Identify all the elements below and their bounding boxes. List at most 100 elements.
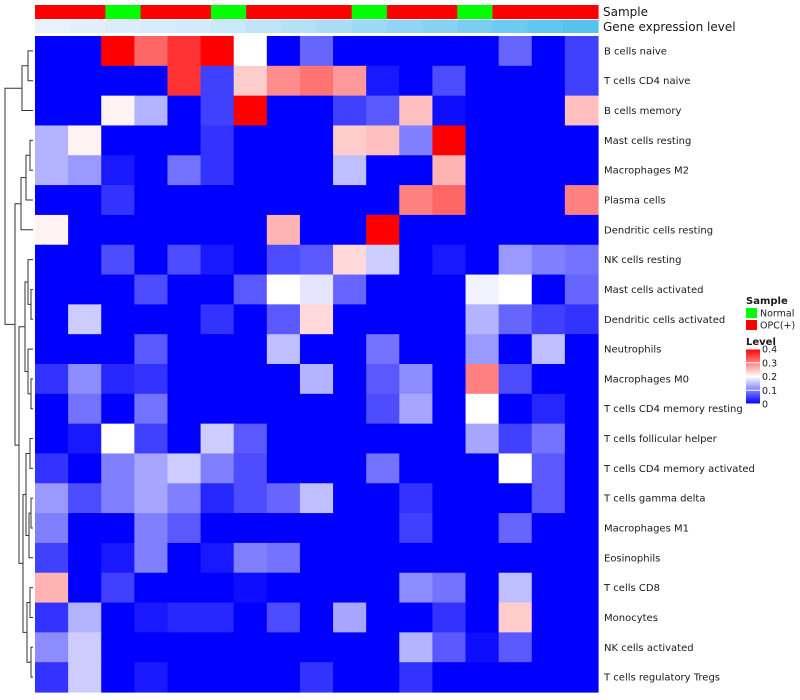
heatmap-cell (465, 65, 500, 97)
row-labels: B cells naive T cells CD4 naive B cells me… (603, 46, 755, 683)
heatmap-cell (101, 185, 135, 216)
heatmap-cell (134, 364, 169, 395)
heatmap-cell (432, 662, 467, 693)
heatmap-cell (498, 662, 533, 693)
heatmap-cell (167, 304, 202, 335)
heatmap-cell (333, 662, 367, 693)
heatmap-cell (233, 542, 268, 574)
sample-annotation-cell (70, 5, 106, 19)
heatmap-cell (299, 423, 334, 455)
dendrogram-branch (27, 50, 33, 82)
row-label: Neutrophils (604, 345, 661, 356)
heatmap-cell (465, 244, 500, 276)
heatmap-cell (465, 304, 500, 335)
row-label: Plasma cells (604, 196, 666, 207)
heatmap-cell (432, 483, 467, 514)
heatmap-cell (266, 334, 301, 365)
heatmap-cell (299, 393, 334, 425)
heatmap-cell (200, 602, 235, 633)
sample-legend-swatch (746, 308, 757, 318)
heatmap-cell (299, 453, 334, 484)
heatmap-cell (68, 393, 102, 425)
heatmap-cell (366, 95, 400, 127)
heatmap-cell (299, 95, 334, 127)
heatmap-cell (531, 632, 566, 663)
heatmap-cell (333, 453, 367, 484)
heatmap-cell (134, 244, 169, 276)
heatmap-cell (432, 274, 467, 305)
sample-annotation-cell (35, 5, 71, 19)
expression-annotation-cell (175, 20, 212, 33)
heatmap-cell (498, 483, 533, 514)
heatmap-cell (266, 542, 301, 574)
heatmap-cell (35, 304, 69, 335)
heatmap-cell (266, 453, 301, 484)
heatmap-cells (35, 36, 599, 693)
heatmap-cell (35, 662, 69, 693)
level-legend-title: Level (746, 337, 776, 348)
heatmap-cell (366, 244, 400, 276)
heatmap-cell (134, 602, 169, 633)
heatmap-cell (531, 214, 566, 246)
heatmap-cell (399, 572, 434, 604)
heatmap-cell (233, 423, 268, 455)
heatmap-cell (531, 483, 566, 514)
sample-annotation-cell (175, 5, 212, 19)
heatmap-cell (531, 513, 566, 544)
heatmap-cell (68, 95, 102, 127)
heatmap-cell (101, 65, 135, 97)
heatmap-cell (564, 453, 599, 484)
heatmap-cell (299, 334, 334, 365)
heatmap-cell (233, 632, 268, 663)
row-label: T cells CD4 memory activated (603, 464, 755, 475)
heatmap-cell (498, 155, 533, 186)
heatmap-cell (68, 244, 102, 276)
heatmap-cell (167, 65, 202, 97)
heatmap-cell (399, 453, 434, 484)
row-label: T cells regulatory Tregs (603, 673, 720, 684)
heatmap-cell (399, 155, 434, 186)
heatmap-cell (498, 36, 533, 67)
heatmap-cell (167, 513, 202, 544)
heatmap-cell (399, 483, 434, 514)
heatmap-cell (531, 125, 566, 156)
heatmap-cell (266, 393, 301, 425)
heatmap-cell (333, 364, 367, 395)
heatmap-cell (68, 65, 102, 97)
heatmap-cell (366, 602, 400, 633)
expression-annotation-cell (457, 20, 494, 33)
heatmap-cell (432, 542, 467, 574)
sample-track-label: Sample (603, 5, 648, 19)
heatmap-cell (531, 36, 566, 67)
heatmap-cell (531, 572, 566, 604)
expression-annotation-cell (140, 20, 177, 33)
heatmap-cell (465, 423, 500, 455)
heatmap-cell (399, 125, 434, 156)
heatmap-cell (366, 304, 400, 335)
heatmap-cell (399, 185, 434, 216)
heatmap-cell (35, 185, 69, 216)
heatmap-cell (366, 483, 400, 514)
heatmap-cell (465, 542, 500, 574)
sample-legend-label: Normal (760, 309, 794, 320)
heatmap-cell (299, 662, 334, 693)
heatmap-cell (101, 423, 135, 455)
sample-legend-label: OPC(+) (760, 321, 795, 332)
heatmap-cell (465, 572, 500, 604)
heatmap-cell (498, 185, 533, 216)
heatmap-cell (233, 36, 268, 67)
heatmap-cell (531, 602, 566, 633)
row-label: Mast cells resting (604, 136, 691, 147)
heatmap-cell (333, 542, 367, 574)
row-dendrogram (4, 50, 33, 678)
expression-annotation-cell (351, 20, 388, 33)
heatmap-cell (200, 125, 235, 156)
heatmap-cell (432, 125, 467, 156)
level-tick-label: 0 (762, 400, 768, 411)
row-label: Monocytes (604, 613, 658, 624)
heatmap-cell (68, 125, 102, 156)
heatmap-cell (101, 364, 135, 395)
heatmap-cell (333, 95, 367, 127)
